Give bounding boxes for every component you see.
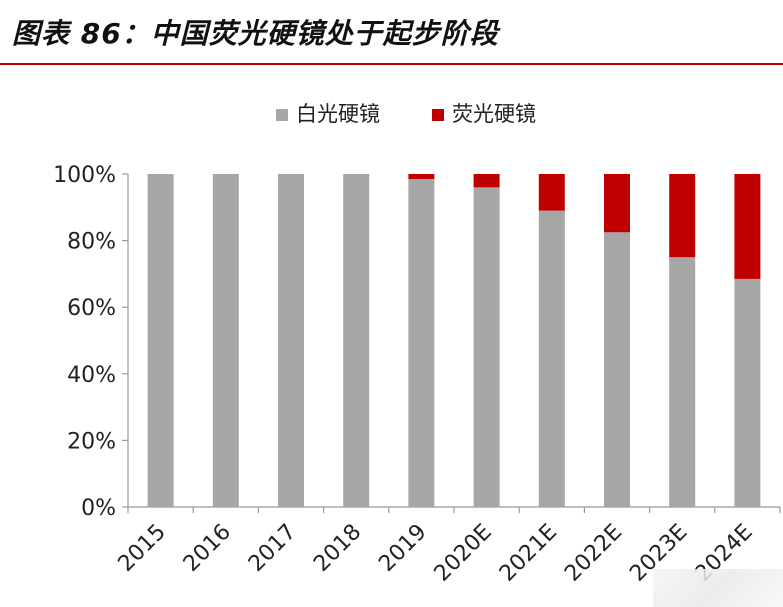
bar-white-lens [408, 178, 435, 507]
bar-white-lens [343, 174, 370, 507]
y-tick-label: 20% [67, 429, 116, 454]
bar-fluorescent-lens [734, 174, 761, 279]
bar-fluorescent-lens [538, 174, 565, 211]
bar-fluorescent-lens [408, 174, 435, 179]
legend-label: 白光硬镜 [296, 102, 380, 126]
x-tick-label: 2016 [179, 520, 236, 577]
y-tick-label: 60% [67, 296, 116, 321]
x-tick-label: 2019 [374, 520, 431, 577]
bar-white-lens [147, 174, 174, 507]
bar-fluorescent-lens [604, 174, 630, 233]
bar-white-lens [278, 174, 304, 507]
x-tick-label: 2015 [114, 520, 171, 577]
y-tick-label: 100% [53, 163, 116, 188]
x-tick-label: 2022E [560, 520, 627, 587]
y-tick-label: 0% [81, 496, 116, 521]
bar-white-lens [538, 210, 565, 507]
bar-white-lens [212, 174, 239, 507]
bar-white-lens [669, 257, 696, 507]
bar-white-lens [604, 232, 630, 507]
watermark-overlay [653, 569, 783, 607]
y-tick-label: 80% [67, 230, 116, 255]
x-tick-label: 2020E [430, 520, 497, 587]
bar-fluorescent-lens [473, 174, 500, 188]
x-tick-label: 2021E [495, 520, 562, 587]
bar-white-lens [734, 278, 761, 507]
title-divider [0, 63, 783, 65]
figure-title: 图表 86：中国荧光硬镜处于起步阶段 [12, 17, 499, 50]
x-tick-label: 2017 [244, 520, 301, 577]
legend-label: 荧光硬镜 [452, 102, 536, 126]
bar-fluorescent-lens [669, 174, 696, 258]
legend-swatch [276, 109, 288, 121]
y-tick-label: 40% [67, 363, 116, 388]
x-tick-label: 2018 [309, 520, 366, 577]
bar-white-lens [473, 187, 500, 507]
legend-swatch [432, 109, 444, 121]
